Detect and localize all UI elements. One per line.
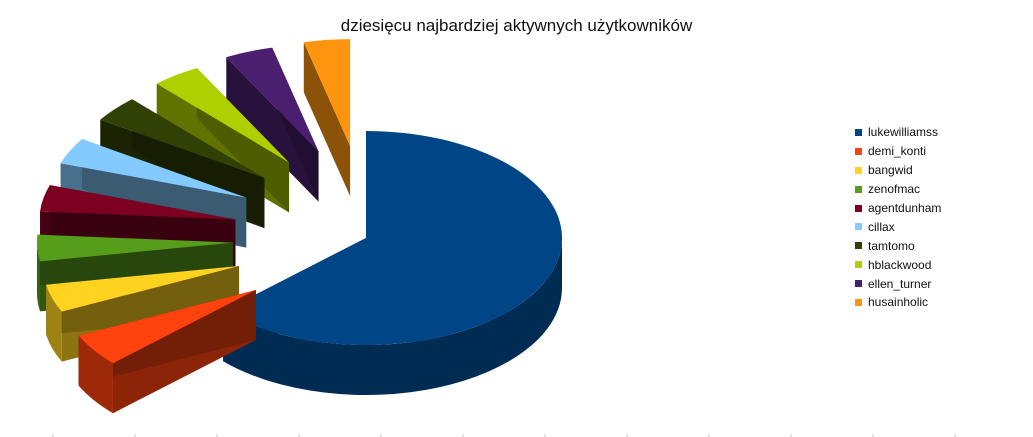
pie-slice-demi-konti (78, 289, 256, 414)
legend-swatch (855, 223, 862, 231)
legend-item-cillax: cillax (855, 217, 941, 236)
pie-slice-top (100, 99, 265, 179)
pie-slice-top (60, 139, 247, 198)
pie-slice-rim (46, 284, 62, 362)
legend-swatch (855, 185, 862, 193)
legend-label: zenofmac (868, 182, 921, 197)
pie-slice-wall (226, 57, 319, 202)
legend-item-agentdunham: agentdunham (855, 199, 941, 218)
legend-item-hblackwood: hblackwood (855, 255, 941, 274)
legend-label: lukewilliamss (868, 125, 939, 140)
legend-item-husainholic: husainholic (855, 293, 941, 312)
pie-slice-husainholic (303, 39, 351, 197)
pie-slice-wall (78, 289, 256, 386)
pie-slice-top (78, 289, 256, 364)
legend-item-lukewilliamss: lukewilliamss (855, 123, 941, 142)
legend-label: hblackwood (868, 257, 932, 272)
legend-swatch (855, 147, 862, 155)
legend-swatch (855, 204, 862, 212)
legend-item-demi-konti: demi_konti (855, 142, 941, 161)
pie-slice-top (226, 47, 319, 152)
legend-swatch (855, 261, 862, 269)
pie-slice-top (156, 68, 290, 163)
legend-swatch (855, 280, 862, 288)
pie-slice-wall (303, 42, 351, 197)
legend-label: ellen_turner (868, 276, 932, 291)
legend-swatch (855, 298, 862, 306)
chart-title: dziesięcu najbardziej aktywnych użytkown… (340, 16, 693, 35)
pie-slice-rim (223, 238, 563, 395)
pie-slice-lukewilliamss (223, 131, 563, 395)
pie-slice-ellen-turner (226, 47, 319, 202)
legend-swatch (855, 128, 862, 136)
legend-item-tamtomo: tamtomo (855, 236, 941, 255)
legend-label: husainholic (868, 295, 929, 310)
legend-label: demi_konti (868, 144, 927, 159)
legend-label: agentdunham (868, 201, 942, 215)
pie-slice-top (36, 234, 233, 262)
pie-slice-top (303, 39, 351, 147)
legend-swatch (855, 166, 862, 174)
pie-slice-rim (36, 242, 40, 312)
legend-swatch (855, 242, 862, 250)
legend-item-bangwid: bangwid (855, 161, 941, 180)
pie-slice-top (46, 266, 240, 312)
pie-slice-rim (78, 335, 113, 414)
legend-item-zenofmac: zenofmac (855, 180, 941, 199)
legend-item-ellen-turner: ellen_turner (855, 274, 941, 293)
legend-label: tamtomo (868, 238, 915, 253)
legend-label: cillax (868, 219, 895, 234)
legend-label: bangwid (868, 163, 913, 178)
pie-slice-top (223, 131, 563, 345)
pie-slice-top (40, 185, 236, 220)
